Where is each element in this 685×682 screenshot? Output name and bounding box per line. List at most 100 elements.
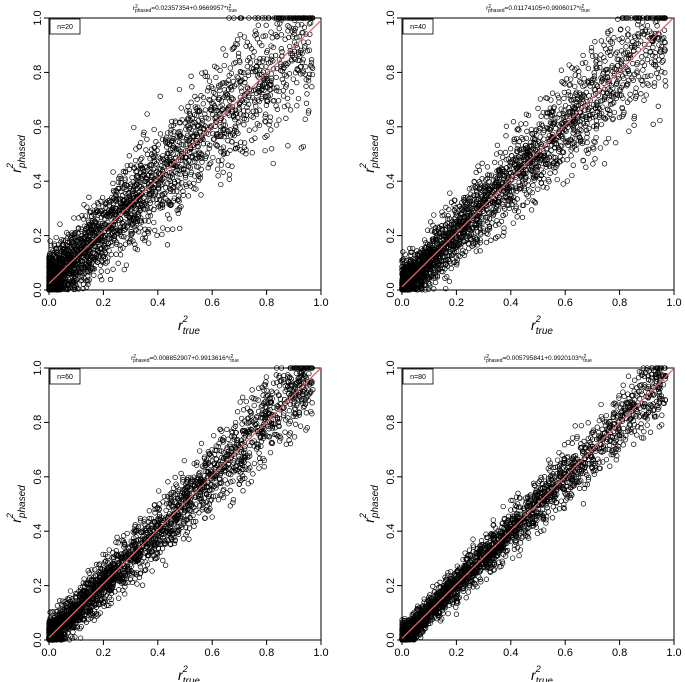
scatter-point — [558, 106, 564, 112]
scatter-point — [483, 239, 490, 246]
scatter-point — [47, 238, 53, 244]
scatter-point — [157, 93, 163, 99]
scatter-point — [262, 15, 268, 21]
scatter-point — [229, 163, 235, 169]
scatter-point — [278, 46, 284, 52]
scatter-point — [448, 265, 454, 272]
scatter-point — [170, 226, 176, 232]
scatter-point — [299, 30, 305, 36]
scatter-point — [625, 38, 631, 44]
scatter-point — [197, 171, 203, 178]
scatter-point — [163, 185, 169, 191]
scatter-point — [128, 183, 134, 190]
scatter-point — [305, 110, 312, 116]
scatter-point — [148, 146, 155, 152]
scatter-point — [650, 121, 656, 127]
scatter-point — [250, 53, 256, 60]
scatter-point — [638, 91, 644, 97]
scatter-point — [291, 28, 298, 34]
y-tick-label: 0.4 — [32, 174, 44, 189]
scatter-point — [308, 20, 314, 26]
scatter-point — [302, 64, 309, 70]
scatter-point — [85, 281, 91, 288]
scatter-point — [560, 181, 566, 187]
scatter-point — [621, 75, 627, 82]
scatter-point — [159, 136, 166, 143]
scatter-point — [146, 240, 152, 246]
scatter-point — [238, 85, 244, 91]
scatter-point — [71, 215, 77, 221]
scatter-point — [233, 142, 239, 148]
scatter-point — [294, 103, 300, 109]
scatter-point — [147, 197, 153, 204]
scatter-point — [115, 179, 122, 185]
scatter-point — [263, 111, 269, 117]
scatter-point — [55, 245, 61, 252]
scatter-point — [252, 32, 258, 38]
y-tick-label: 0.2 — [32, 228, 44, 243]
scatter-point — [213, 74, 219, 81]
scatter-point — [168, 201, 175, 207]
scatter-point — [152, 152, 158, 159]
scatter-point — [252, 28, 258, 34]
scatter-point — [214, 131, 221, 137]
scatter-point — [227, 147, 233, 154]
scatter-point — [235, 53, 242, 60]
scatter-point — [204, 88, 211, 94]
scatter-point — [271, 15, 278, 21]
scatter-point — [185, 103, 191, 110]
scatter-point — [205, 131, 212, 137]
scatter-point — [121, 266, 127, 273]
scatter-point — [518, 121, 524, 127]
scatter-point — [592, 156, 598, 162]
scatter-point — [246, 127, 252, 133]
scatter-point — [84, 204, 90, 210]
scatter-point — [136, 143, 142, 150]
scatter-point — [260, 33, 266, 39]
scatter-point — [613, 140, 619, 146]
scatter-point — [176, 86, 183, 93]
scatter-point — [165, 130, 171, 136]
scatter-point — [237, 31, 243, 38]
scatter-point — [552, 169, 558, 175]
scatter-point — [205, 165, 211, 171]
scatter-point — [186, 158, 192, 164]
scatter-point — [253, 103, 259, 109]
scatter-point — [643, 92, 649, 98]
scatter-point — [295, 95, 302, 102]
scatter-point — [137, 156, 144, 163]
scatter-point — [237, 118, 243, 124]
scatter-point — [616, 36, 622, 43]
scatter-point — [270, 160, 276, 167]
n-label: n=20 — [49, 18, 81, 35]
scatter-point — [286, 34, 292, 41]
scatter-point — [218, 181, 224, 188]
scatter-point — [198, 93, 204, 99]
scatter-point — [99, 194, 106, 201]
scatter-point — [66, 240, 73, 246]
scatter-point — [283, 115, 289, 121]
scatter-points — [46, 15, 316, 293]
scatter-point — [195, 172, 201, 178]
scatter-point — [204, 150, 211, 156]
scatter-point — [577, 118, 583, 125]
scatter-point — [202, 73, 208, 79]
scatter-point — [299, 21, 305, 28]
scatter-point — [639, 59, 645, 66]
scatter-point — [92, 230, 98, 236]
scatter-point — [287, 107, 294, 113]
scatter-point — [241, 122, 247, 128]
scatter-point — [211, 89, 217, 96]
scatter-point — [631, 122, 637, 128]
scatter-point — [171, 144, 177, 150]
scatter-point — [252, 126, 258, 132]
scatter-point — [150, 196, 156, 202]
scatter-point — [87, 208, 94, 214]
scatter-point — [119, 220, 125, 226]
scatter-point — [446, 278, 453, 285]
scatter-point — [261, 87, 267, 93]
scatter-point — [133, 146, 139, 152]
scatter-point — [633, 85, 639, 91]
scatter-point — [286, 24, 293, 30]
scatter-point — [180, 192, 187, 198]
